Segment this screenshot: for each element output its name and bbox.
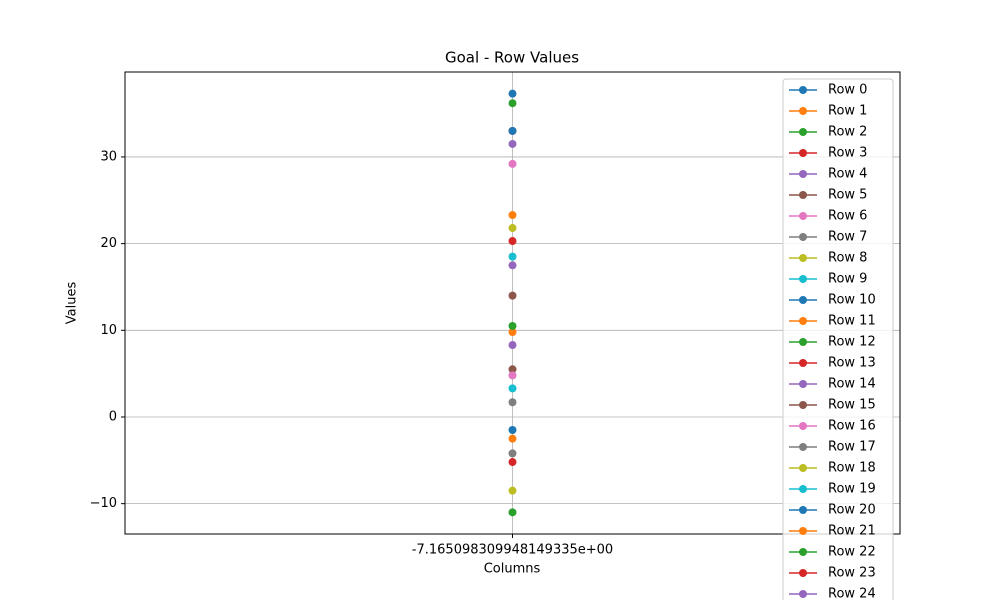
point [508, 508, 517, 517]
y-tick-label: 0 [109, 409, 117, 424]
legend-marker [799, 401, 807, 409]
legend-marker [799, 170, 807, 178]
point [508, 139, 517, 148]
point [508, 341, 517, 350]
legend-marker [799, 590, 807, 598]
legend-marker [799, 527, 807, 535]
legend-label: Row 18 [828, 461, 876, 476]
point [508, 458, 517, 467]
legend-label: Row 16 [828, 419, 876, 434]
legend-label: Row 2 [828, 125, 867, 140]
plot-frame [124, 71, 901, 535]
point [508, 371, 517, 380]
point [508, 425, 517, 434]
legend-marker [799, 464, 807, 472]
point [508, 398, 517, 407]
legend-marker [799, 443, 807, 451]
point [508, 486, 517, 495]
legend-label: Row 8 [828, 251, 867, 266]
legend-marker [799, 359, 807, 367]
legend-label: Row 10 [828, 293, 876, 308]
point [508, 252, 517, 261]
legend-label: Row 20 [828, 503, 876, 518]
point [508, 365, 517, 374]
legend-marker [799, 548, 807, 556]
y-tick-label: 30 [100, 149, 117, 164]
point [508, 261, 517, 270]
legend-label: Row 0 [828, 83, 867, 98]
legend-marker [799, 296, 807, 304]
legend-marker [799, 317, 807, 325]
y-axis-label: Values [65, 282, 80, 325]
legend-marker [799, 128, 807, 136]
x-axis-label: Columns [484, 562, 541, 577]
legend-box [782, 78, 894, 600]
legend-label: Row 21 [828, 524, 876, 539]
legend-marker [799, 275, 807, 283]
legend-marker [799, 254, 807, 262]
legend-marker [799, 107, 807, 115]
legend-label: Row 4 [828, 167, 867, 182]
legend-marker [799, 149, 807, 157]
point [508, 159, 517, 168]
legend-label: Row 15 [828, 398, 876, 413]
point [508, 89, 517, 98]
legend-label: Row 1 [828, 104, 867, 119]
point [508, 291, 517, 300]
legend-marker [799, 422, 807, 430]
y-tick-label: 10 [100, 323, 117, 338]
legend-marker [799, 86, 807, 94]
legend-label: Row 13 [828, 356, 876, 371]
legend-marker [799, 233, 807, 241]
point [508, 328, 517, 337]
legend-label: Row 12 [828, 335, 876, 350]
legend-label: Row 7 [828, 230, 867, 245]
legend-marker [799, 380, 807, 388]
x-tick-label: -7.165098309948149335e+00 [412, 543, 613, 558]
point [508, 224, 517, 233]
legend-label: Row 23 [828, 566, 876, 581]
chart-title: Goal - Row Values [445, 49, 579, 67]
legend-label: Row 9 [828, 272, 867, 287]
legend-label: Row 19 [828, 482, 876, 497]
y-tick-label: −10 [90, 496, 117, 511]
legend: Row 0 Row 1 Row 2 Row 3 Row 4 Row 5 Row 6 Row 7… [782, 78, 894, 600]
legend-label: Row 11 [828, 314, 876, 329]
legend-marker [799, 191, 807, 199]
point [508, 211, 517, 220]
legend-label: Row 24 [828, 587, 876, 600]
legend-label: Row 5 [828, 188, 867, 203]
point [508, 321, 517, 330]
legend-label: Row 17 [828, 440, 876, 455]
point [508, 126, 517, 135]
legend-label: Row 3 [828, 146, 867, 161]
point [508, 434, 517, 443]
legend-marker [799, 485, 807, 493]
legend-marker [799, 569, 807, 577]
y-tick-label: 20 [100, 236, 117, 251]
point [508, 99, 517, 108]
legend-label: Row 14 [828, 377, 876, 392]
point [508, 449, 517, 458]
legend-label: Row 6 [828, 209, 867, 224]
point [508, 237, 517, 246]
legend-marker [799, 212, 807, 220]
legend-marker [799, 506, 807, 514]
legend-label: Row 22 [828, 545, 876, 560]
point [508, 384, 517, 393]
legend-marker [799, 338, 807, 346]
